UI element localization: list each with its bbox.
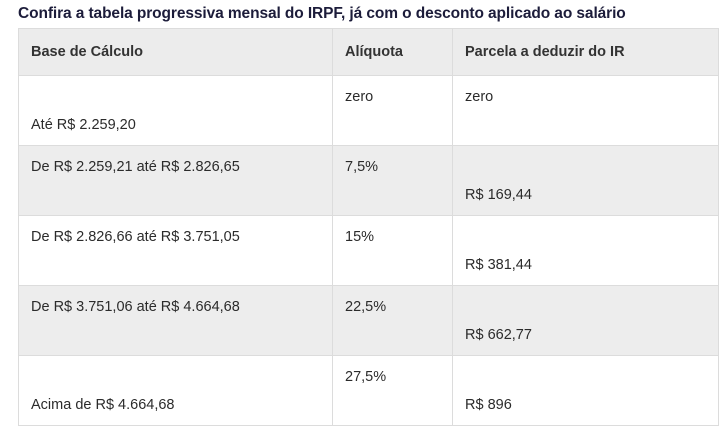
cell-aliquota: zero <box>332 75 453 146</box>
table-row: Acima de R$ 4.664,68 27,5% R$ 896 <box>18 355 719 426</box>
header-aliquota: Alíquota <box>332 28 453 76</box>
cell-parcela: R$ 896 <box>452 355 719 426</box>
cell-base: De R$ 2.259,21 até R$ 2.826,65 <box>18 145 333 216</box>
cell-base: Acima de R$ 4.664,68 <box>18 355 333 426</box>
table-row: De R$ 2.826,66 até R$ 3.751,05 15% R$ 38… <box>18 215 719 286</box>
table-caption: Confira a tabela progressiva mensal do I… <box>18 5 626 22</box>
cell-base: Até R$ 2.259,20 <box>18 75 333 146</box>
table-row: De R$ 2.259,21 até R$ 2.826,65 7,5% R$ 1… <box>18 145 719 216</box>
cell-aliquota: 27,5% <box>332 355 453 426</box>
cell-base: De R$ 3.751,06 até R$ 4.664,68 <box>18 285 333 356</box>
header-base-calculo: Base de Cálculo <box>18 28 333 76</box>
cell-aliquota: 15% <box>332 215 453 286</box>
irpf-table: Base de Cálculo Alíquota Parcela a deduz… <box>18 28 719 426</box>
cell-parcela: R$ 662,77 <box>452 285 719 356</box>
cell-parcela: R$ 381,44 <box>452 215 719 286</box>
table-row: Até R$ 2.259,20 zero zero <box>18 75 719 146</box>
table-row: De R$ 3.751,06 até R$ 4.664,68 22,5% R$ … <box>18 285 719 356</box>
cell-base: De R$ 2.826,66 até R$ 3.751,05 <box>18 215 333 286</box>
header-parcela-deduzir: Parcela a deduzir do IR <box>452 28 719 76</box>
cell-aliquota: 22,5% <box>332 285 453 356</box>
cell-parcela: R$ 169,44 <box>452 145 719 216</box>
cell-aliquota: 7,5% <box>332 145 453 216</box>
table-header-row: Base de Cálculo Alíquota Parcela a deduz… <box>18 28 719 76</box>
cell-parcela: zero <box>452 75 719 146</box>
